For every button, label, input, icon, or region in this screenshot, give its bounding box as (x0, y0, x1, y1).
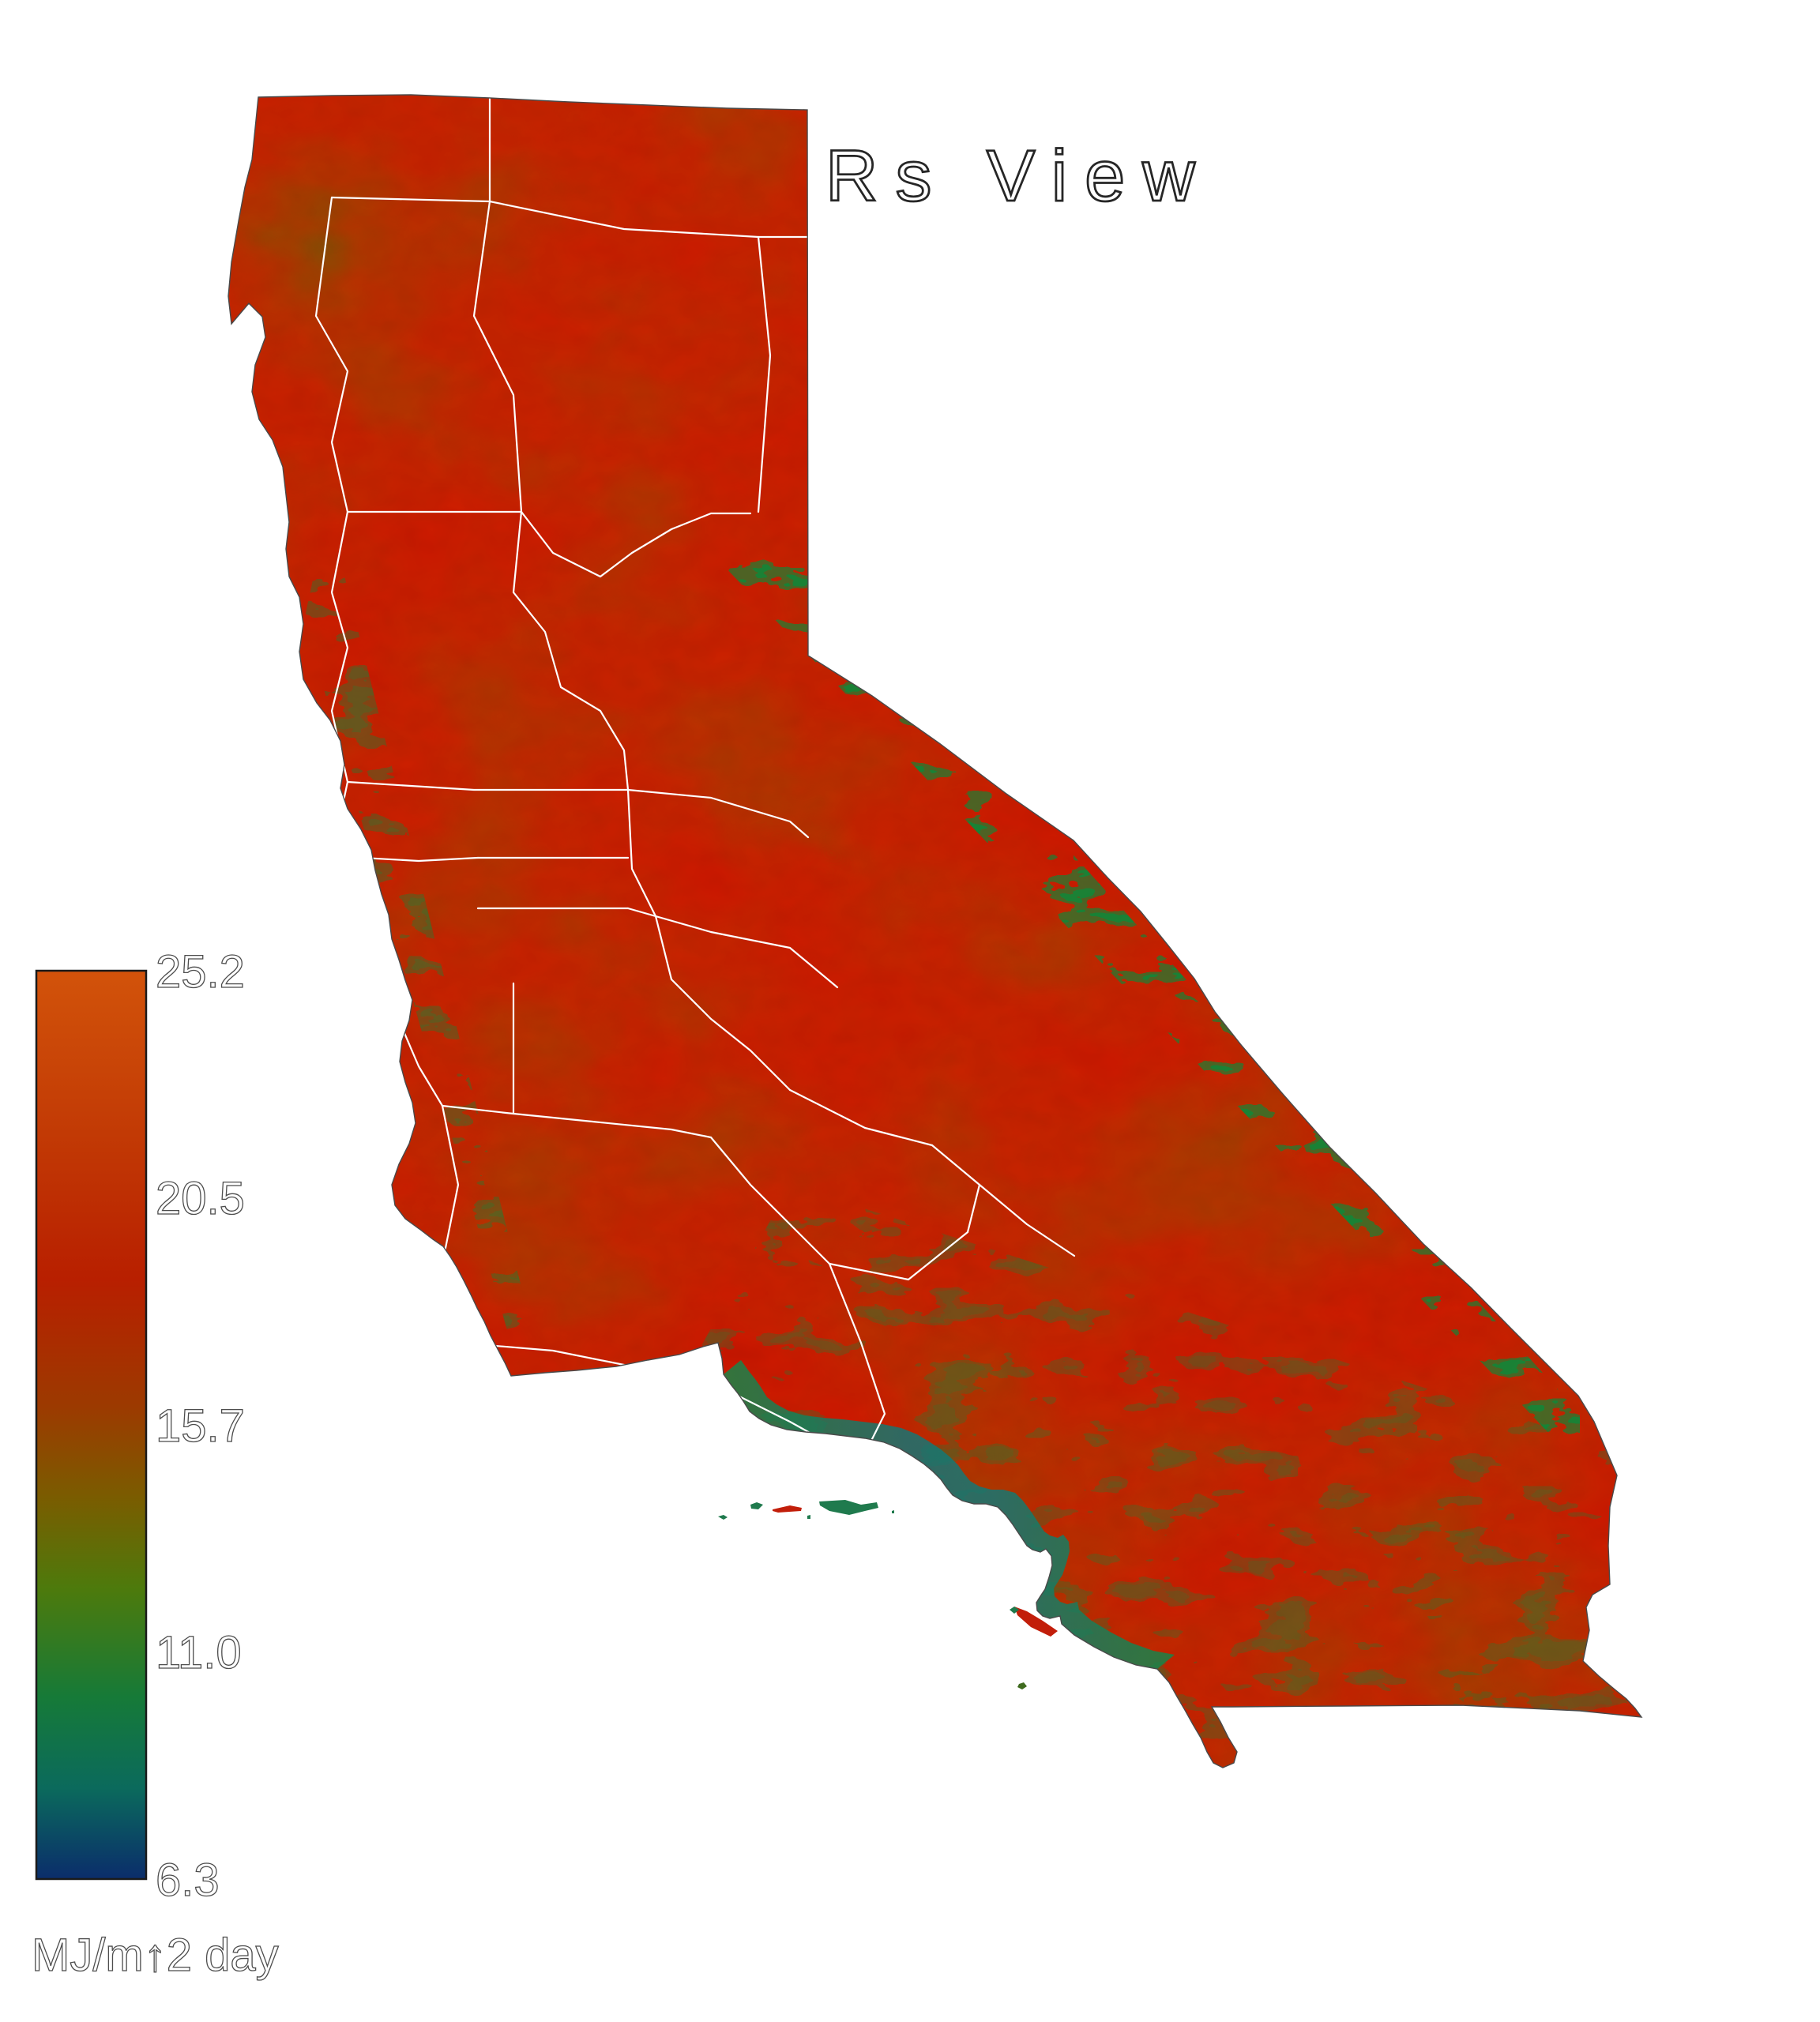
svg-text:MJ/m↑2 day: MJ/m↑2 day (32, 1930, 279, 1981)
svg-text:20.5: 20.5 (156, 1173, 245, 1224)
svg-text:11.0: 11.0 (156, 1627, 242, 1678)
svg-text:15.7: 15.7 (156, 1400, 245, 1452)
svg-text:25.2: 25.2 (156, 946, 245, 998)
svg-text:Rs View: Rs View (825, 136, 1213, 216)
svg-text:6.3: 6.3 (156, 1855, 220, 1906)
